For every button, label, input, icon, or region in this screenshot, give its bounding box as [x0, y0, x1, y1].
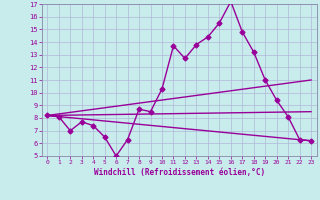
- X-axis label: Windchill (Refroidissement éolien,°C): Windchill (Refroidissement éolien,°C): [94, 168, 265, 177]
